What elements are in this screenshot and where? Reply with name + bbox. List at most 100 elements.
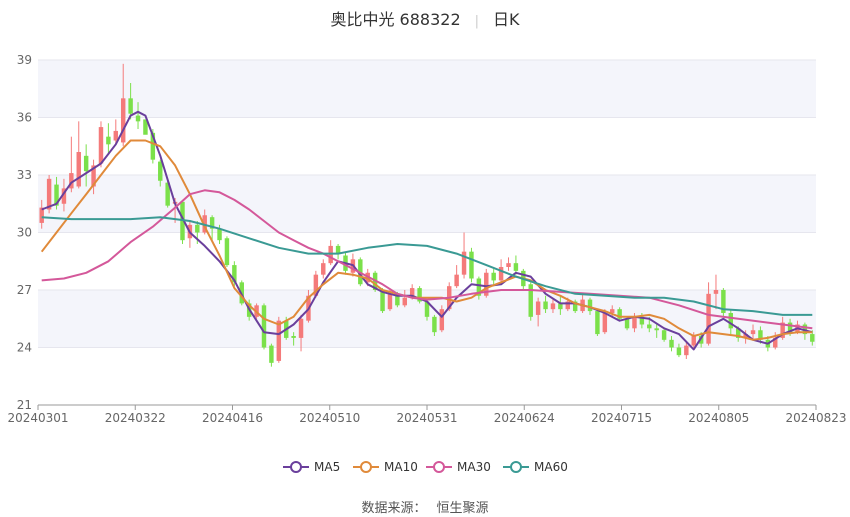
x-tick-label: 20240510 <box>299 411 360 425</box>
candle-body <box>558 303 563 310</box>
candle-body <box>528 284 533 317</box>
legend-marker <box>510 461 522 473</box>
candle-body <box>647 324 652 329</box>
candle-body <box>721 290 726 313</box>
candle-body <box>158 161 163 181</box>
candle-body <box>150 132 156 160</box>
candle-body <box>128 98 133 114</box>
candle-body <box>261 305 267 348</box>
candle-body <box>395 293 400 306</box>
candle-body <box>728 313 734 329</box>
y-tick-label: 39 <box>17 53 32 67</box>
candle-body <box>120 98 126 143</box>
candle-body <box>165 182 170 206</box>
candle-body <box>587 299 593 312</box>
candle-body <box>335 245 341 254</box>
source-label: 数据来源： <box>361 501 427 516</box>
candle-body <box>750 330 756 335</box>
legend-label-ma30[interactable]: MA30 <box>457 460 491 474</box>
candle-body <box>484 272 489 296</box>
grid-band <box>38 347 816 405</box>
grid-layer <box>38 59 816 406</box>
stock-title: 奥比中光 688322 <box>330 10 461 29</box>
candle-body <box>469 251 474 279</box>
x-tick-label: 20240715 <box>591 411 652 425</box>
x-tick-label: 20240301 <box>7 411 68 425</box>
candle-body <box>572 301 578 312</box>
candle-body <box>91 165 96 187</box>
grid-band <box>38 232 816 290</box>
candle-body <box>143 119 148 135</box>
candle-body <box>291 336 296 338</box>
legend[interactable]: MA5 MA10 MA30 MA60 <box>283 460 568 474</box>
candle-body <box>691 336 696 346</box>
y-tick-label: 24 <box>17 341 32 355</box>
candle-body <box>461 251 467 275</box>
legend-label-ma60[interactable]: MA60 <box>534 460 568 474</box>
candle-body <box>135 115 141 122</box>
candle-body <box>550 303 556 310</box>
candle-body <box>76 152 81 187</box>
candle-body <box>209 217 215 229</box>
candle-body <box>380 290 385 312</box>
candle-body <box>713 290 719 294</box>
candle-body <box>54 184 59 206</box>
x-tick-label: 20240624 <box>494 411 555 425</box>
candle-body <box>106 136 111 145</box>
candle-body <box>617 309 622 319</box>
candle-body <box>595 311 600 335</box>
candle-body <box>402 297 407 306</box>
candle-body <box>424 301 430 317</box>
candle-body <box>387 293 393 310</box>
x-tick-label: 20240322 <box>105 411 166 425</box>
candle-body <box>684 345 689 356</box>
candle-body <box>735 328 741 338</box>
chart-title: 奥比中光 688322 | 日K <box>0 6 850 30</box>
y-tick-label: 36 <box>17 111 32 125</box>
grid-band <box>38 60 816 118</box>
candle-body <box>69 173 74 189</box>
title-separator: | <box>474 14 480 29</box>
period-label: 日K <box>493 10 520 29</box>
candle-body <box>506 263 511 267</box>
y-axis-ticks: 21 24 27 30 33 36 39 <box>17 53 32 412</box>
y-tick-label: 27 <box>17 283 32 297</box>
candle-body <box>654 328 659 331</box>
data-source: 数据来源： 恒生聚源 <box>0 497 850 516</box>
y-tick-label: 33 <box>17 168 32 182</box>
candle-body <box>610 309 615 313</box>
legend-label-ma10[interactable]: MA10 <box>384 460 418 474</box>
candle-body <box>83 155 89 172</box>
candle-body <box>676 347 682 356</box>
candle-body <box>787 322 793 333</box>
y-tick-label: 30 <box>17 226 32 240</box>
ma-lines-layer <box>40 110 813 351</box>
candle-body <box>743 334 748 338</box>
candle-body <box>417 288 422 302</box>
candle-body <box>535 301 541 315</box>
candle-body <box>810 334 815 342</box>
candle-body <box>113 130 119 141</box>
source-name: 恒生聚源 <box>436 501 489 516</box>
candle-body <box>602 313 608 333</box>
candle-body <box>313 274 319 296</box>
candle-body <box>432 316 437 333</box>
x-tick-label: 20240823 <box>785 411 846 425</box>
candle-body <box>224 238 230 266</box>
ma-line-ma60 <box>41 216 813 316</box>
legend-label-ma5[interactable]: MA5 <box>314 460 340 474</box>
candle-body <box>98 127 104 164</box>
x-tick-label: 20240805 <box>688 411 749 425</box>
x-tick-label: 20240416 <box>202 411 263 425</box>
candle-body <box>773 337 778 348</box>
candle-body <box>195 224 200 233</box>
candle-body <box>491 272 496 281</box>
candle-body <box>476 278 482 296</box>
candle-body <box>46 178 52 210</box>
candle-body <box>498 267 504 281</box>
candle-body <box>298 318 304 338</box>
x-tick-label: 20240531 <box>396 411 457 425</box>
candle-body <box>632 316 637 329</box>
candle-body <box>232 265 237 283</box>
